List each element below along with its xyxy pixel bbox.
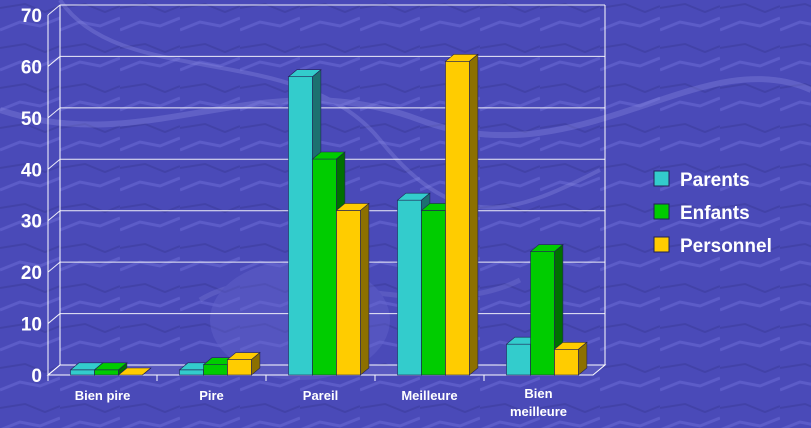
bar-front: [530, 251, 555, 376]
y-tick-label: 70: [21, 6, 42, 27]
gridline-side: [47, 4, 61, 16]
bar-front: [94, 369, 119, 376]
legend-label: Personnel: [680, 236, 772, 257]
bar: [226, 351, 261, 376]
bar-side: [142, 367, 152, 376]
gridline-side: [47, 313, 61, 324]
legend-swatch: [653, 170, 670, 187]
x-axis: Bien pire Pire Pareil Meilleure Bien meilleur…: [47, 375, 567, 419]
bar-front: [554, 348, 579, 376]
gridline-side: [47, 261, 61, 273]
bar: [553, 341, 588, 376]
y-tick-label: 0: [31, 366, 42, 387]
legend-swatch: [653, 203, 670, 220]
bar-front: [70, 369, 95, 376]
bar: [444, 53, 479, 376]
bar-front: [227, 359, 252, 376]
y-tick-label: 60: [21, 57, 42, 78]
bar-front: [288, 76, 313, 376]
gridline-side: [47, 56, 61, 67]
y-tick-label: 50: [21, 109, 42, 130]
bar-side: [251, 351, 261, 376]
gridline-side: [47, 210, 61, 222]
y-tick-label: 30: [21, 212, 42, 233]
legend: Parents Enfants Personnel: [653, 170, 772, 257]
y-tick-label: 40: [21, 160, 42, 181]
legend-swatch: [653, 236, 670, 253]
x-tick-label: Pire: [199, 388, 224, 403]
bar-front: [312, 158, 337, 376]
bar-front: [179, 369, 204, 376]
y-tick-label: 10: [21, 315, 42, 336]
bar-side: [469, 53, 479, 376]
gridline-side: [47, 158, 61, 170]
x-tick-label: Pareil: [303, 388, 338, 403]
gridline-side: [47, 364, 61, 376]
bar-front: [506, 343, 531, 376]
bar: [335, 202, 370, 376]
gridline-side: [47, 107, 61, 119]
legend-label: Parents: [680, 170, 750, 191]
bar: [93, 362, 128, 376]
legend-label: Enfants: [680, 203, 750, 224]
bar: [529, 243, 564, 376]
bar-front: [336, 210, 361, 376]
x-tick-label: Bien meilleure: [510, 386, 567, 419]
bars-group: [69, 53, 588, 376]
bar-side: [360, 202, 370, 376]
y-axis: 0 10 20 30 40 50 60 70: [21, 6, 42, 387]
bar-front: [445, 60, 470, 376]
bar-front: [421, 210, 446, 376]
x-tick-label: Bien pire: [75, 388, 131, 403]
bar-front: [203, 364, 228, 376]
y-tick-label: 20: [21, 263, 42, 284]
bar-front: [397, 199, 422, 376]
bar: [117, 367, 152, 376]
x-tick-label: Meilleure: [401, 388, 457, 403]
bar-side: [578, 341, 588, 376]
